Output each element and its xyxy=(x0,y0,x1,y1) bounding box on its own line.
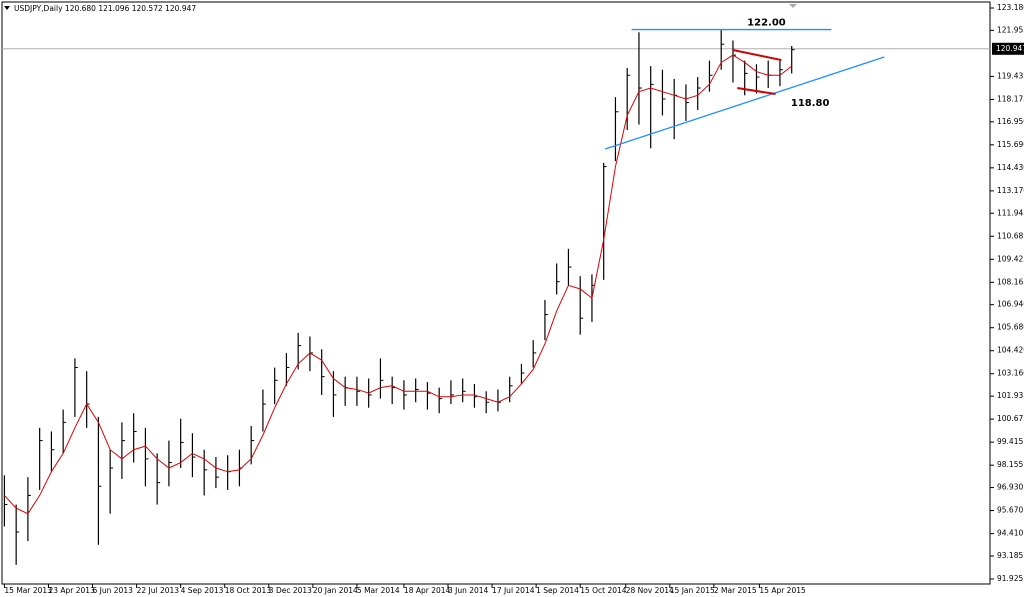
y-tick-label: 105.680 xyxy=(997,323,1024,332)
x-tick-label: 28 Nov 2014 xyxy=(626,586,674,595)
shift-marker xyxy=(789,4,797,8)
x-tick-label: 22 Jul 2013 xyxy=(137,586,180,595)
y-tick-label: 99.415 xyxy=(997,437,1023,446)
y-tick-label: 110.685 xyxy=(997,231,1024,240)
y-tick-label: 94.410 xyxy=(997,529,1023,538)
y-tick-label: 111.945 xyxy=(997,208,1024,217)
y-tick-label: 104.420 xyxy=(997,346,1024,355)
current-price-tag xyxy=(992,42,1024,55)
trend-line xyxy=(737,87,776,96)
y-tick-label: 98.155 xyxy=(997,460,1023,469)
x-tick-label: 1 Sep 2014 xyxy=(536,586,579,595)
x-tick-label: 15 Jan 2015 xyxy=(670,586,715,595)
y-tick-label: 116.950 xyxy=(997,117,1024,126)
y-tick-label: 103.160 xyxy=(997,369,1024,378)
y-tick-label: 91.925 xyxy=(997,574,1023,583)
x-tick-label: 15 Oct 2014 xyxy=(580,586,627,595)
y-tick-label: 119.435 xyxy=(997,71,1024,80)
y-tick-label: 96.930 xyxy=(997,483,1023,492)
x-tick-label: 20 Jan 2014 xyxy=(313,586,358,595)
plot-frame xyxy=(1,1,991,585)
y-tick-label: 114.430 xyxy=(997,163,1024,172)
line-label: 118.80 xyxy=(791,98,830,109)
x-tick-label: 18 Apr 2014 xyxy=(404,586,451,595)
y-tick-label: 101.935 xyxy=(997,391,1024,400)
x-tick-label: 18 Oct 2013 xyxy=(225,586,272,595)
moving-average xyxy=(4,54,793,515)
y-tick-label: 93.185 xyxy=(997,551,1023,560)
x-tick-label: 3 Dec 2013 xyxy=(269,586,312,595)
y-tick-label: 113.170 xyxy=(997,186,1024,195)
y-tick-label: 123.180 xyxy=(997,3,1024,12)
x-tick-label: 4 Sep 2013 xyxy=(181,586,224,595)
y-tick-label: 118.175 xyxy=(997,94,1024,103)
x-tick-label: 3 Jun 2014 xyxy=(448,586,489,595)
x-tick-label: 15 Apr 2015 xyxy=(759,586,806,595)
y-tick-label: 109.425 xyxy=(997,254,1024,263)
trend-line xyxy=(604,56,885,150)
line-label: 122.00 xyxy=(747,18,786,29)
y-tick-label: 121.955 xyxy=(997,25,1024,34)
trend-line xyxy=(732,49,782,62)
x-tick-label: 6 Jun 2013 xyxy=(93,586,134,595)
x-tick-label: 2 Mar 2015 xyxy=(714,586,757,595)
x-tick-label: 17 Jul 2014 xyxy=(492,586,535,595)
current-price-label: 120.947 xyxy=(996,44,1024,53)
x-tick-label: 15 Mar 2013 xyxy=(4,586,52,595)
x-tick-label: 23 Apr 2013 xyxy=(48,586,95,595)
x-tick-label: 5 Mar 2014 xyxy=(357,586,400,595)
chart-title: USDJPY,Daily 120.680 121.096 120.572 120… xyxy=(14,4,196,13)
title-icon xyxy=(4,6,10,10)
y-tick-label: 108.165 xyxy=(997,277,1024,286)
y-tick-label: 100.675 xyxy=(997,414,1024,423)
y-tick-label: 106.940 xyxy=(997,300,1024,309)
y-tick-label: 95.670 xyxy=(997,506,1023,515)
y-tick-label: 115.690 xyxy=(997,140,1024,149)
